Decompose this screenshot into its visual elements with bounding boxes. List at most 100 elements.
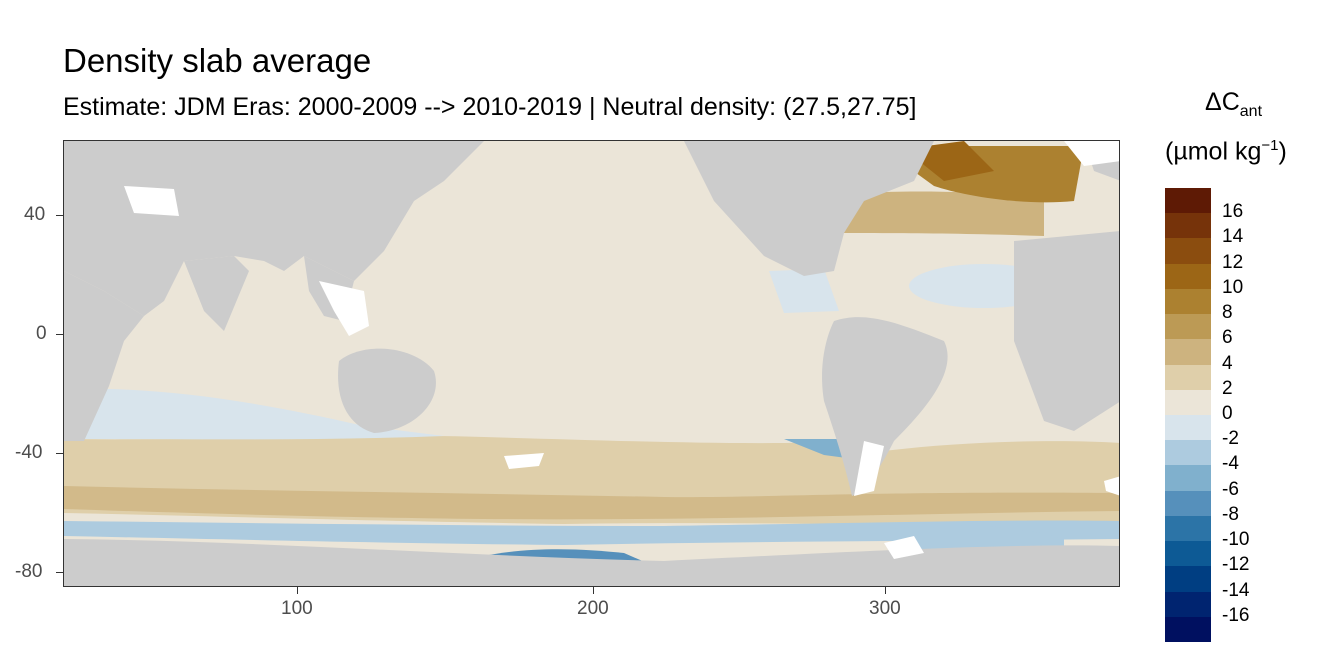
legend-swatch	[1165, 339, 1211, 366]
legend-tick	[1165, 314, 1211, 315]
legend-label: 2	[1222, 377, 1233, 399]
y-tick-label: -80	[15, 561, 43, 582]
legend-swatch	[1165, 288, 1211, 315]
legend-swatch	[1165, 213, 1211, 239]
antarctic-negative-band	[64, 520, 1119, 545]
legend-swatch	[1165, 515, 1211, 542]
legend-tick	[1165, 339, 1211, 340]
legend-label: -12	[1222, 554, 1250, 576]
y-tick-mark	[56, 215, 63, 216]
legend-label: -8	[1222, 503, 1239, 525]
india-land	[184, 256, 249, 331]
legend-tick	[1165, 541, 1211, 542]
map-panel	[63, 140, 1120, 587]
legend-label: 6	[1222, 327, 1233, 349]
legend-label: 4	[1222, 352, 1233, 374]
land	[64, 141, 1119, 586]
legend-swatch	[1165, 490, 1211, 517]
legend-label: 10	[1222, 276, 1244, 298]
y-tick-label: 0	[36, 323, 47, 344]
antarctica-land	[64, 539, 1119, 586]
legend-label: -10	[1222, 529, 1250, 551]
legend-swatch	[1165, 389, 1211, 416]
legend-color-bar	[1165, 188, 1211, 643]
legend-label: 12	[1222, 251, 1244, 273]
legend-unit-superscript: −1	[1261, 137, 1279, 154]
australia-land	[338, 348, 436, 433]
legend-unit: (µmol kg−1)	[1165, 137, 1287, 166]
legend-label: -16	[1222, 604, 1250, 626]
legend-label: 16	[1222, 201, 1244, 223]
y-tick-label: -40	[15, 442, 43, 463]
legend-swatch	[1165, 465, 1211, 492]
x-tick-mark	[885, 587, 886, 594]
chart-title: Density slab average	[63, 42, 372, 79]
legend-swatch	[1165, 314, 1211, 340]
legend-tick	[1165, 415, 1211, 416]
legend-swatch	[1165, 415, 1211, 441]
legend-swatch	[1165, 238, 1211, 265]
legend-tick	[1165, 465, 1211, 466]
missing-data-region	[884, 536, 924, 559]
legend-tick	[1165, 264, 1211, 265]
legend-tick	[1165, 390, 1211, 391]
map-plot	[64, 141, 1119, 586]
legend-label: -4	[1222, 453, 1239, 475]
x-tick-label: 100	[281, 598, 313, 619]
caribbean-negative	[769, 269, 839, 313]
missing-data-region	[1064, 141, 1119, 166]
legend-tick	[1165, 365, 1211, 366]
y-tick-mark	[56, 453, 63, 454]
x-tick-label: 200	[577, 598, 609, 619]
missing-data-region	[1104, 476, 1119, 496]
legend-label: 0	[1222, 403, 1233, 424]
north-atlantic-positive	[834, 191, 1044, 236]
missing-data-region	[854, 441, 884, 496]
africa-east-land	[1014, 231, 1119, 431]
legend-label: -14	[1222, 579, 1250, 601]
legend-title-subscript: ant	[1239, 103, 1263, 120]
argentine-basin-negative	[784, 439, 854, 459]
legend-tick	[1165, 440, 1211, 441]
x-tick-label: 300	[869, 598, 901, 619]
x-tick-mark	[593, 587, 594, 594]
legend-swatch	[1165, 591, 1211, 618]
africa-land	[64, 271, 144, 441]
legend-tick	[1165, 566, 1211, 567]
x-tick-mark	[297, 587, 298, 594]
y-tick-mark	[56, 572, 63, 573]
legend-tick	[1165, 516, 1211, 517]
missing-data	[124, 141, 1119, 559]
legend-swatch	[1165, 188, 1211, 214]
legend-tick	[1165, 213, 1211, 214]
legend-swatch	[1165, 263, 1211, 290]
chart-subtitle: Estimate: JDM Eras: 2000-2009 --> 2010-2…	[63, 93, 917, 121]
south-america-land	[822, 317, 948, 496]
missing-data-region	[124, 186, 179, 216]
legend-tick	[1165, 491, 1211, 492]
missing-data-region	[504, 453, 544, 469]
legend-tick	[1165, 592, 1211, 593]
north-america-land	[684, 141, 934, 276]
legend-label: -2	[1222, 428, 1239, 450]
legend-label: 14	[1222, 226, 1244, 248]
legend-tick	[1165, 238, 1211, 239]
legend-label: -6	[1222, 478, 1239, 500]
legend-swatch	[1165, 364, 1211, 391]
legend-swatch	[1165, 541, 1211, 567]
legend-swatch	[1165, 440, 1211, 466]
legend-label: 8	[1222, 302, 1233, 324]
legend-unit-prefix: (µmol kg	[1165, 137, 1262, 166]
legend-tick	[1165, 617, 1211, 618]
y-tick-label: 40	[24, 204, 46, 225]
legend-swatch	[1165, 616, 1211, 643]
legend-title-symbol: ΔC	[1205, 88, 1240, 116]
legend-tick	[1165, 289, 1211, 290]
legend-title: ΔCant	[1205, 88, 1262, 121]
legend-unit-suffix: )	[1278, 137, 1287, 166]
eurasia-land	[64, 141, 484, 316]
y-tick-mark	[56, 334, 63, 335]
legend-swatch	[1165, 566, 1211, 593]
indian-ocean-negative-band	[64, 389, 444, 440]
missing-data-region	[319, 281, 369, 336]
